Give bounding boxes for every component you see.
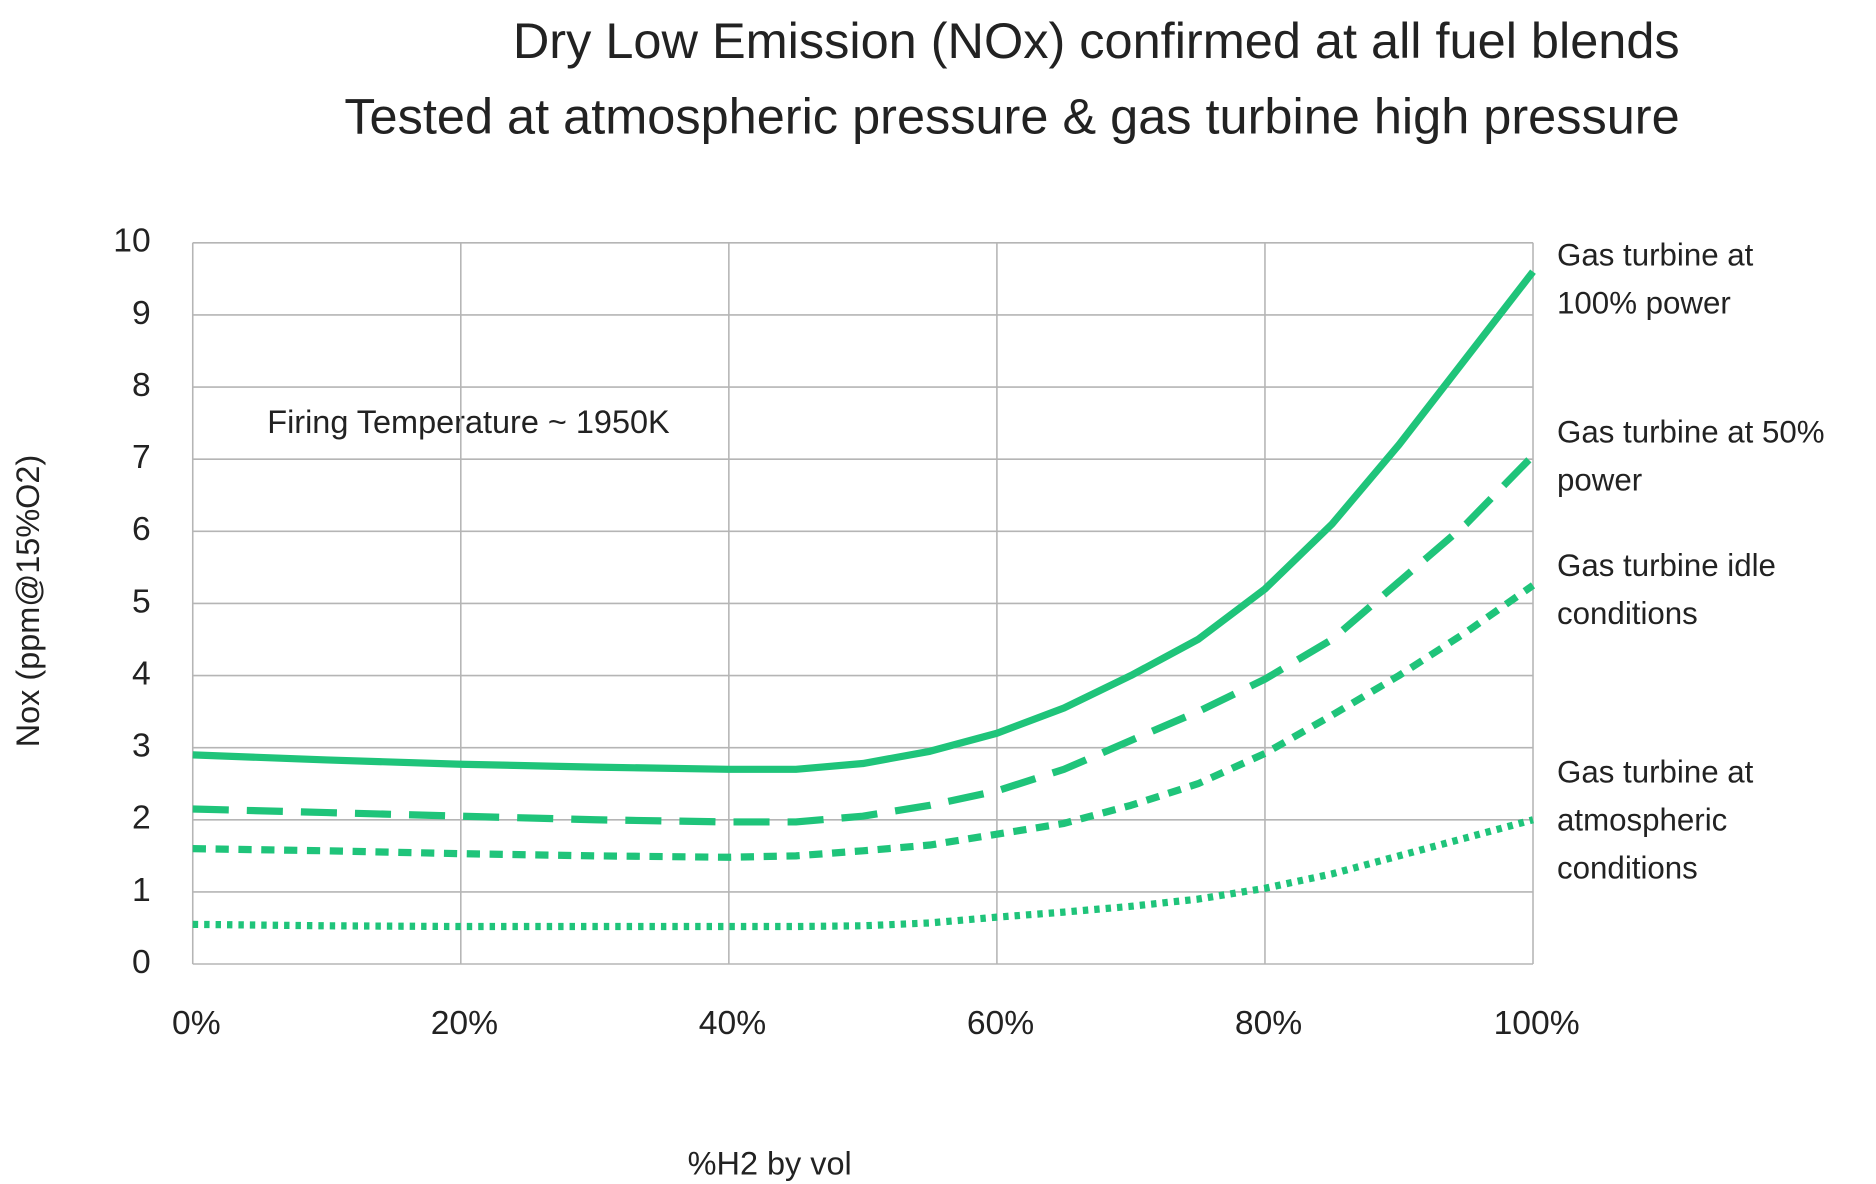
legend-label: Gas turbine at 100% power bbox=[1557, 236, 1754, 321]
series-line bbox=[192, 582, 1536, 861]
series-line bbox=[192, 816, 1534, 931]
x-axis-label: %H2 by vol bbox=[688, 1146, 852, 1182]
x-tick-label: 20% bbox=[431, 1005, 498, 1042]
y-tick-label: 8 bbox=[132, 367, 151, 404]
y-tick-label: 3 bbox=[132, 728, 151, 765]
x-tick-label: 60% bbox=[967, 1005, 1034, 1042]
y-tick-label: 0 bbox=[132, 944, 151, 981]
y-tick-label: 5 bbox=[132, 583, 151, 620]
x-tick-label: 80% bbox=[1235, 1005, 1302, 1042]
legend-label: Gas turbine at 50% power bbox=[1557, 413, 1825, 498]
legend-item: Gas turbine at 100% power bbox=[1557, 236, 1754, 321]
y-tick-label: 4 bbox=[132, 655, 151, 692]
legend-label: Gas turbine at atmospheric conditions bbox=[1557, 753, 1754, 886]
y-tick-label: 6 bbox=[132, 511, 151, 548]
legend-item: Gas turbine idle conditions bbox=[1557, 546, 1776, 632]
x-tick-label: 0% bbox=[172, 1005, 221, 1042]
series-line bbox=[192, 269, 1536, 773]
y-tick-label: 1 bbox=[132, 872, 151, 909]
y-tick-label: 2 bbox=[132, 800, 151, 837]
y-axis-label: Nox (ppm@15%O2) bbox=[10, 455, 46, 748]
y-tick-label: 9 bbox=[132, 295, 151, 332]
legend-label: Gas turbine idle conditions bbox=[1557, 546, 1776, 632]
y-tick-label: 10 bbox=[113, 223, 150, 260]
chart-title: Dry Low Emission (NOx) confirmed at all … bbox=[513, 12, 1680, 69]
y-tick-label: 7 bbox=[132, 439, 151, 476]
legend-item: Gas turbine at 50% power bbox=[1557, 413, 1825, 498]
x-tick-label: 100% bbox=[1494, 1005, 1580, 1042]
series-line bbox=[192, 453, 1536, 826]
legend-item: Gas turbine at atmospheric conditions bbox=[1557, 753, 1754, 886]
annotation: Firing Temperature ~ 1950K bbox=[267, 404, 670, 440]
chart-subtitle: Tested at atmospheric pressure & gas tur… bbox=[344, 88, 1679, 145]
x-tick-label: 40% bbox=[699, 1005, 766, 1042]
